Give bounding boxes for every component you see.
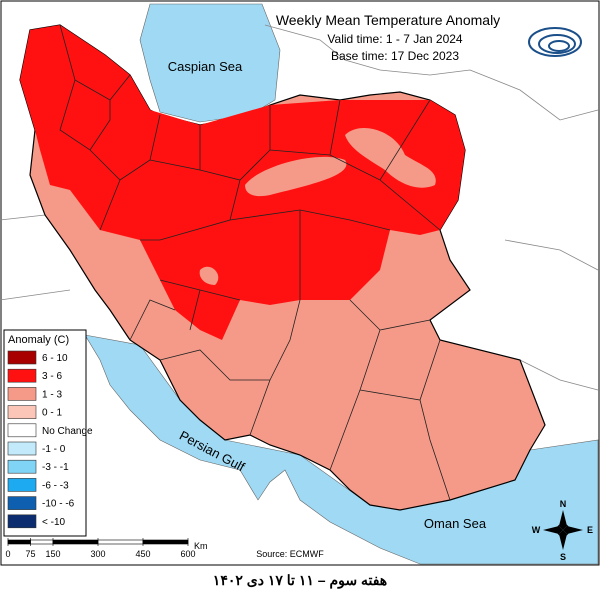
scale-unit: Km [194, 541, 208, 551]
legend-label: -3 - -1 [42, 462, 69, 473]
legend: Anomaly (C) 6 - 10 3 - 6 1 - 3 0 - 1 No Chan… [3, 329, 93, 537]
legend-swatch [7, 368, 37, 383]
legend-swatch [7, 423, 37, 438]
scale-bar: Km 0 75 150 300 450 600 [5, 538, 208, 559]
legend-swatch [7, 514, 37, 529]
legend-swatch [7, 405, 37, 419]
scale-label: 300 [90, 549, 105, 559]
legend-swatch [7, 441, 37, 456]
neighbour-borders [0, 24, 599, 391]
legend-label: 3 - 6 [42, 371, 62, 382]
caption: هفته سوم – ۱۱ تا ۱۷ دی ۱۴۰۲ [213, 572, 387, 589]
legend-swatch [7, 478, 37, 492]
valid-time: Valid time: 1 - 7 Jan 2024 [327, 32, 463, 46]
water-label: Oman Sea [424, 516, 487, 531]
compass-w: W [532, 525, 541, 535]
cool-patch [199, 266, 219, 285]
water-label: Caspian Sea [168, 59, 243, 74]
province-borders [59, 24, 451, 501]
legend-label: < -10 [42, 517, 66, 528]
compass: N E S W [532, 499, 593, 562]
scale-label: 75 [25, 549, 35, 559]
legend-label: 1 - 3 [42, 389, 62, 400]
title: Weekly Mean Temperature Anomaly [276, 12, 500, 28]
legend-swatch [7, 459, 37, 474]
compass-n: N [560, 499, 567, 509]
legend-label: No Change [42, 426, 93, 437]
scale-label: 150 [45, 549, 60, 559]
compass-e: E [587, 525, 593, 535]
source: Source: ECMWF [256, 549, 324, 559]
legend-title: Anomaly (C) [8, 334, 69, 346]
cool-patch [345, 127, 436, 188]
legend-swatch [7, 387, 37, 401]
scale-label: 0 [5, 549, 10, 559]
legend-label: 6 - 10 [42, 353, 68, 364]
legend-label: -10 - -6 [42, 499, 75, 510]
scale-label: 450 [135, 549, 150, 559]
scale-segment [52, 539, 99, 545]
scale-segment [97, 539, 144, 545]
legend-label: -6 - -3 [42, 480, 69, 491]
logo [528, 27, 582, 57]
legend-swatch [7, 350, 37, 365]
compass-s: S [560, 552, 566, 562]
warm-region [20, 25, 465, 340]
cool-patch [245, 156, 347, 197]
base-time: Base time: 17 Dec 2023 [331, 49, 459, 63]
legend-label: 0 - 1 [42, 408, 62, 419]
scale-segment [142, 539, 189, 545]
scale-segment [7, 539, 31, 545]
legend-label: -1 - 0 [42, 444, 66, 455]
scale-label: 600 [180, 549, 195, 559]
legend-swatch [7, 496, 37, 510]
gulf-water [84, 334, 599, 565]
scale-segment [30, 539, 54, 545]
